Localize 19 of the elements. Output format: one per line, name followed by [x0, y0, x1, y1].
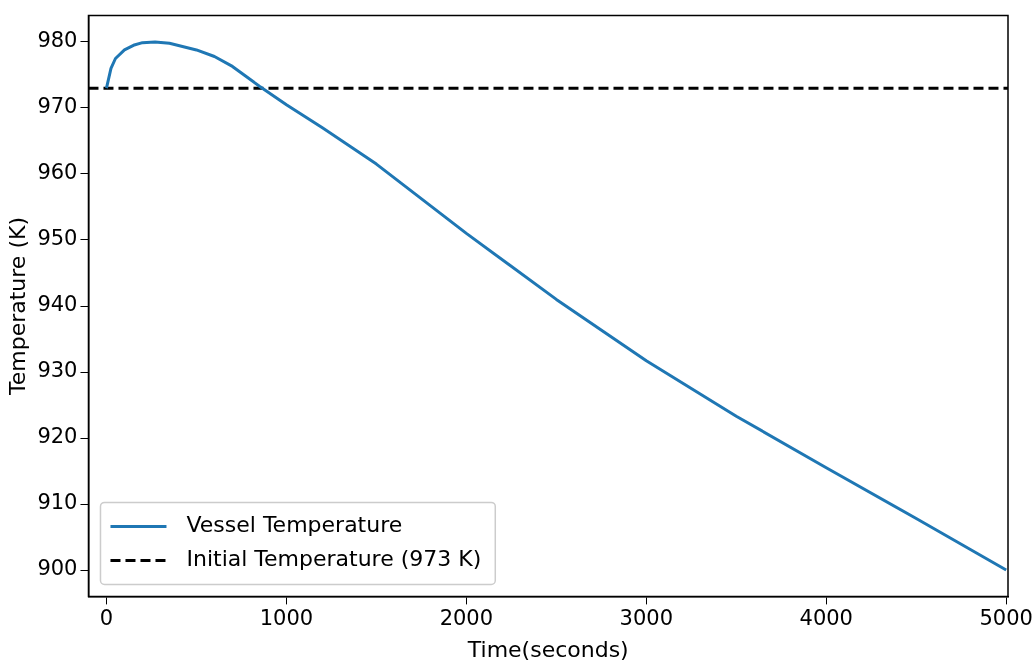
x-axis-title: Time(seconds) — [466, 636, 629, 662]
x-tick-label: 1000 — [259, 606, 314, 631]
y-tick-label: 980 — [37, 28, 78, 53]
y-tick-label: 900 — [37, 556, 78, 581]
x-tick-label: 0 — [99, 606, 114, 631]
x-tick-label: 5000 — [979, 606, 1033, 631]
x-tick-label: 2000 — [439, 606, 494, 631]
y-tick-label: 940 — [37, 292, 78, 317]
y-tick-label: 910 — [37, 490, 78, 515]
legend-label: Initial Temperature (973 K) — [186, 546, 482, 572]
legend-label: Vessel Temperature — [186, 512, 403, 538]
y-tick-label: 920 — [37, 424, 78, 449]
x-tick-label: 4000 — [799, 606, 853, 631]
y-tick-label: 950 — [37, 226, 78, 251]
y-tick-label: 930 — [37, 358, 78, 383]
x-tick-label: 3000 — [619, 606, 674, 631]
y-tick-label: 970 — [37, 94, 78, 119]
y-tick-label: 960 — [37, 160, 78, 185]
y-axis-title: Temperature (K) — [4, 217, 30, 396]
